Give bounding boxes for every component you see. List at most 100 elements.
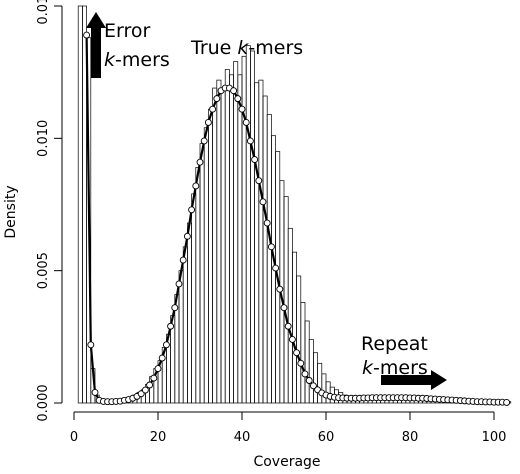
y-ticks: 0.000 0.005 0.010 0.015 — [36, 0, 62, 422]
y-tick-label: 0.015 — [36, 0, 51, 25]
curve-point — [137, 390, 145, 398]
histogram-bar — [237, 74, 243, 404]
curve-point — [200, 137, 208, 145]
curve-point — [87, 341, 95, 349]
curve-point — [309, 382, 317, 390]
annotation-repeat-line2: k-mers — [362, 357, 428, 379]
annotation-error-mers: -mers — [115, 49, 170, 71]
histogram-bar — [187, 222, 192, 404]
y-axis-title: Density — [3, 185, 19, 238]
x-tick-label: 0 — [70, 430, 78, 445]
annotation-repeat-mers: -mers — [373, 357, 428, 379]
curve-point — [167, 322, 175, 330]
curve-point — [301, 370, 309, 378]
x-tick-label: 100 — [482, 430, 507, 445]
curve-point — [272, 264, 280, 272]
curve-point — [146, 381, 154, 389]
curve-point — [263, 219, 271, 227]
histogram-bar — [254, 82, 260, 404]
curve-point — [267, 243, 275, 251]
curve-point — [213, 95, 221, 103]
curve-point — [276, 285, 284, 293]
histogram-bar — [224, 69, 230, 404]
curve-point — [251, 156, 259, 163]
histogram-bar — [178, 270, 184, 404]
histogram-bar — [216, 79, 222, 404]
fitted-curve-points — [83, 31, 511, 406]
curve-point — [503, 399, 511, 406]
x-tick-label: 40 — [234, 430, 251, 445]
histogram-bar — [77, 5, 83, 404]
curve-point — [179, 256, 187, 264]
histogram-bar — [258, 79, 264, 404]
right-arrow-icon — [381, 370, 447, 390]
histogram-bar — [317, 362, 323, 404]
curve-point — [175, 280, 183, 288]
x-tick-label: 60 — [318, 430, 335, 445]
histogram-bar — [296, 275, 302, 404]
curve-point — [154, 365, 162, 373]
x-tick-label: 80 — [402, 430, 419, 445]
annotation-repeat-line1: Repeat — [361, 333, 428, 355]
histogram-bar — [287, 227, 293, 404]
histogram-bar — [233, 61, 239, 404]
x-tick-label: 20 — [150, 430, 167, 445]
curve-point — [150, 374, 158, 382]
curve-point — [230, 87, 238, 95]
curve-point — [204, 118, 212, 126]
curve-point — [171, 304, 179, 312]
histogram-bar — [308, 339, 314, 404]
histogram-bar — [262, 95, 268, 404]
curve-point — [242, 118, 250, 126]
curve-point — [259, 198, 267, 206]
annotation-error-k: k — [104, 49, 116, 71]
y-tick-label: 0.010 — [36, 120, 51, 157]
curve-point — [196, 158, 204, 166]
curve-point — [284, 322, 292, 330]
histogram-bar — [195, 167, 201, 404]
annotation-true-text: True k-mers — [190, 37, 303, 59]
curve-point — [162, 341, 170, 349]
histogram-bar — [191, 193, 197, 404]
curve-point — [183, 232, 191, 240]
annotation-error-kmers: Error k-mers — [86, 12, 170, 78]
histogram-bar — [250, 50, 255, 404]
histogram-bar — [292, 251, 297, 404]
histogram-bar — [283, 196, 289, 404]
histogram-bar — [220, 90, 226, 404]
curve-point — [234, 95, 242, 103]
curve-point — [305, 377, 313, 384]
histogram-bar — [266, 114, 272, 404]
histogram-bar — [321, 373, 327, 404]
annotation-true-mers: -mers — [248, 37, 303, 59]
annotation-error-line2: k-mers — [104, 49, 170, 71]
annotation-true-k: k — [237, 37, 249, 59]
curve-point — [192, 182, 200, 190]
curve-point — [280, 304, 288, 312]
curve-point — [158, 354, 166, 362]
curve-point — [91, 388, 99, 396]
x-ticks: 0 20 40 60 80 100 — [70, 412, 507, 445]
curve-point — [209, 105, 217, 113]
curve-point — [288, 336, 296, 343]
histogram-bar — [245, 45, 251, 404]
annotation-repeat-k: k — [362, 357, 374, 379]
histogram-bar — [212, 87, 218, 404]
annotation-true-word: True — [190, 37, 237, 59]
curve-point — [297, 359, 305, 367]
histogram-bar — [229, 74, 234, 404]
curve-point — [293, 349, 301, 357]
histogram-bar — [199, 143, 205, 404]
curve-point — [83, 31, 91, 39]
curve-point — [238, 105, 246, 113]
y-tick-label: 0.005 — [36, 252, 51, 289]
histogram-bar — [182, 246, 188, 404]
histogram-bar — [313, 352, 318, 404]
histogram-bar — [203, 127, 209, 404]
histogram-bar — [304, 320, 310, 404]
curve-point — [246, 137, 254, 145]
annotation-error-line1: Error — [104, 20, 151, 42]
annotation-repeat-kmers: Repeat k-mers — [361, 333, 447, 390]
curve-point — [141, 386, 149, 394]
